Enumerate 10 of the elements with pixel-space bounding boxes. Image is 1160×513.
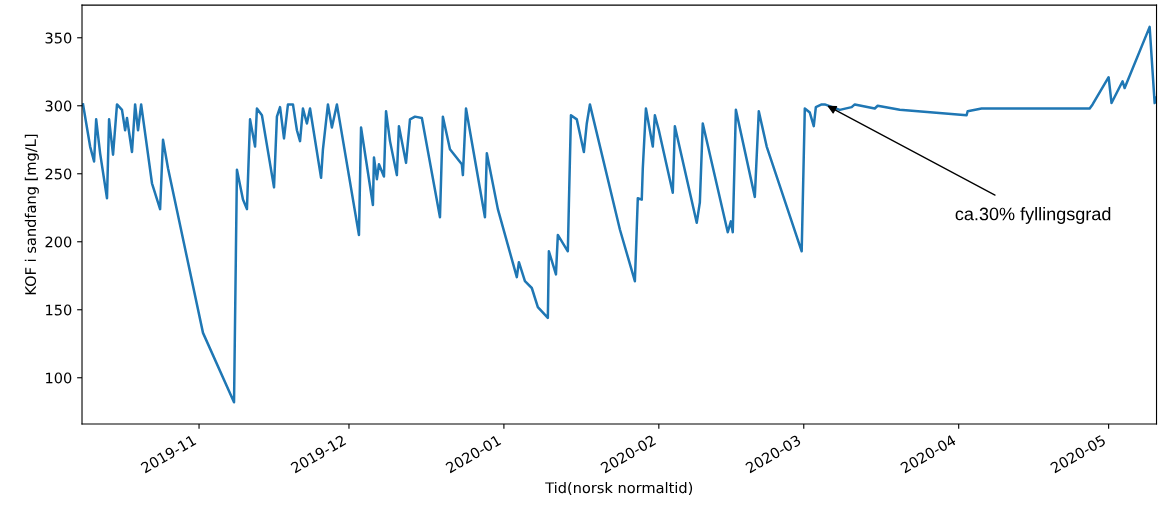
y-tick-label: 250 (45, 168, 72, 180)
y-tick-label: 100 (46, 372, 72, 384)
y-axis-title: KOF i sandfang [mg/L] (24, 134, 39, 295)
y-tick-label: 350 (45, 32, 72, 44)
y-tick-label: 300 (45, 100, 72, 112)
x-axis-title: Tid(norsk normaltid) (545, 481, 693, 495)
line-series (82, 25, 1157, 404)
y-tick-label: 150 (46, 304, 72, 316)
y-tick-label: 200 (45, 236, 72, 248)
annotation: ca.30% fyllingsgrad (955, 207, 1111, 224)
